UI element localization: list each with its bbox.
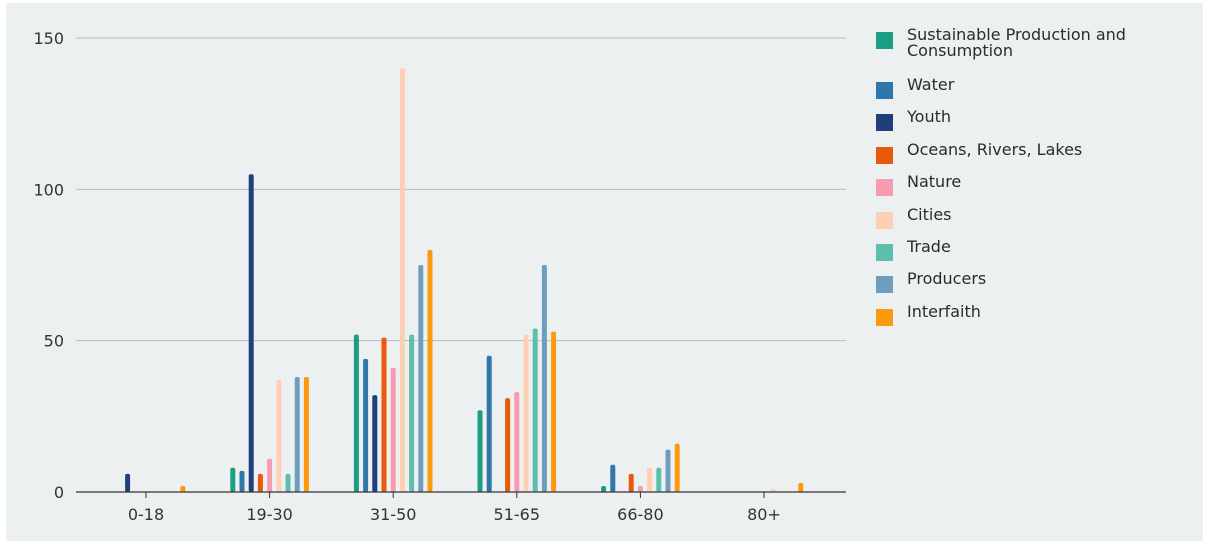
bar-producers	[418, 265, 424, 492]
x-tick-label: 51-65	[494, 505, 541, 524]
bar-oceans-rivers-lakes	[505, 398, 511, 492]
legend-label: Interfaith	[907, 301, 981, 321]
legend-swatch	[876, 32, 893, 49]
bar-interfaith	[180, 485, 186, 492]
legend-swatch	[876, 308, 893, 326]
x-tick-label: 80+	[747, 505, 781, 524]
legend-label: Producers	[907, 269, 987, 289]
legend-item[interactable]: Water	[876, 77, 1196, 109]
bar-nature	[390, 367, 396, 492]
bar-producers	[541, 265, 547, 492]
bar-sustainable-production-and-consumption	[601, 485, 607, 492]
x-axis-ticks: 0-18 19-30 31-50 51-65 66-80 80+	[128, 492, 781, 524]
bar-sustainable-production-and-consumption	[477, 410, 483, 492]
bar-chart: 0 50 100 150 0-18 19-30 31-50 51-65 66-80 80+	[33, 29, 846, 524]
x-tick-label: 31-50	[370, 505, 417, 524]
bar-interfaith	[798, 482, 804, 492]
legend-swatch	[876, 276, 893, 294]
bars	[125, 68, 804, 493]
bar-interfaith	[427, 249, 433, 492]
y-axis-ticks: 0 50 100 150	[33, 29, 64, 502]
legend-label: Water	[907, 75, 955, 94]
bar-oceans-rivers-lakes	[628, 473, 634, 492]
legend-label: Cities	[907, 204, 952, 224]
bar-cities	[399, 68, 405, 493]
legend-item[interactable]: Youth	[876, 109, 1196, 141]
bar-youth	[248, 174, 254, 492]
y-tick-label: 0	[54, 483, 64, 502]
x-tick-label: 66-80	[617, 505, 664, 524]
bar-trade	[532, 328, 538, 492]
x-tick-label: 0-18	[128, 505, 164, 524]
legend-item[interactable]: Oceans, Rivers, Lakes	[876, 139, 1196, 174]
y-tick-label: 50	[44, 332, 64, 351]
bar-nature	[267, 458, 273, 492]
legend-swatch	[876, 179, 893, 197]
legend-item[interactable]: Trade	[876, 236, 1196, 271]
bar-water	[239, 470, 245, 492]
bar-oceans-rivers-lakes	[381, 337, 387, 492]
legend-item[interactable]: Sustainable Production and Consumption	[876, 27, 1196, 77]
bar-trade	[656, 467, 662, 492]
legend-label: Sustainable Production and Consumption	[907, 25, 1126, 60]
bar-interfaith	[551, 331, 557, 492]
bar-producers	[294, 376, 300, 492]
x-tick-label: 19-30	[246, 505, 293, 524]
bar-interfaith	[674, 443, 680, 492]
legend-swatch	[876, 146, 893, 164]
bar-cities	[647, 467, 653, 492]
bar-nature	[637, 485, 643, 492]
legend-item[interactable]: Cities	[876, 204, 1196, 239]
bar-water	[610, 464, 616, 492]
bar-sustainable-production-and-consumption	[353, 334, 359, 492]
bar-producers	[665, 449, 671, 492]
gridlines	[76, 37, 846, 342]
y-tick-label: 150	[33, 29, 64, 48]
legend-label: Nature	[907, 172, 962, 192]
legend-label: Trade	[907, 236, 951, 256]
bar-oceans-rivers-lakes	[257, 473, 263, 492]
bar-trade	[409, 334, 415, 492]
bar-trade	[285, 473, 291, 492]
bar-sustainable-production-and-consumption	[230, 467, 236, 492]
legend-swatch	[876, 211, 893, 229]
bar-cities	[770, 488, 776, 492]
legend-label: Oceans, Rivers, Lakes	[907, 139, 1083, 159]
bar-youth	[125, 473, 131, 492]
bar-interfaith	[303, 376, 309, 492]
legend: Sustainable Production and Consumption Wa…	[876, 27, 1196, 336]
legend-swatch	[876, 82, 893, 99]
legend-item[interactable]: Interfaith	[876, 301, 1196, 336]
legend-swatch	[876, 114, 893, 132]
legend-label: Youth	[907, 107, 951, 127]
bar-youth	[372, 395, 378, 492]
legend-swatch	[876, 243, 893, 261]
bar-cities	[523, 334, 529, 492]
legend-item[interactable]: Producers	[876, 271, 1196, 303]
chart-panel: 0 50 100 150 0-18 19-30 31-50 51-65 66-80 80+ Su…	[6, 3, 1203, 541]
bar-water	[363, 358, 369, 492]
legend-item[interactable]: Nature	[876, 174, 1196, 206]
bar-water	[486, 355, 492, 492]
y-tick-label: 100	[33, 180, 64, 199]
bar-cities	[276, 380, 282, 492]
bar-nature	[514, 392, 520, 492]
